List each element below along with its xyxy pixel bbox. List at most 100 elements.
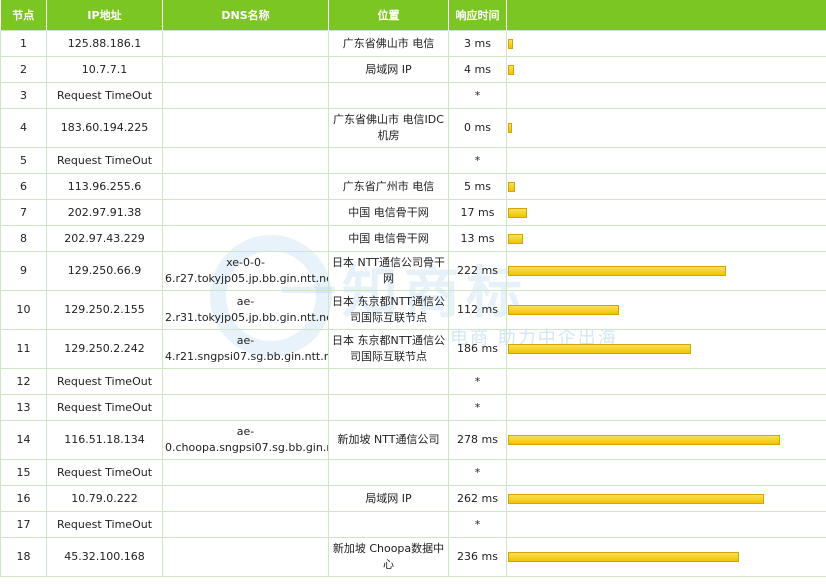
- dns-cell: [162, 485, 329, 512]
- table-row: 9 129.250.66.9 xe-0-0-6.r27.tokyjp05.jp.bb…: [0, 251, 826, 291]
- node-cell: 13: [0, 394, 47, 421]
- bar-cell: [506, 485, 826, 512]
- time-cell: *: [448, 147, 507, 174]
- node-cell: 18: [0, 537, 47, 577]
- ip-cell: 202.97.91.38: [46, 199, 163, 226]
- response-time-bar: [508, 233, 523, 244]
- bar-cell: [506, 56, 826, 83]
- table-row: 18 45.32.100.168 新加坡 Choopa数据中心 236 ms: [0, 537, 826, 577]
- response-time-bar: [508, 266, 726, 276]
- node-cell: 17: [0, 511, 47, 538]
- ip-cell: 113.96.255.6: [46, 173, 163, 200]
- ip-cell: 45.32.100.168: [46, 537, 163, 577]
- table-row: 13 Request TimeOut *: [0, 394, 826, 421]
- table-row: 1 125.88.186.1 广东省佛山市 电信 3 ms: [0, 30, 826, 57]
- dns-cell: [162, 459, 329, 486]
- node-cell: 4: [0, 108, 47, 148]
- dns-cell: [162, 30, 329, 57]
- location-cell: 中国 电信骨干网: [328, 199, 449, 226]
- dns-cell: [162, 394, 329, 421]
- response-time-bar: [508, 305, 619, 315]
- location-cell: [328, 511, 449, 538]
- time-cell: 13 ms: [448, 225, 507, 252]
- table-row: 2 10.7.7.1 局域网 IP 4 ms: [0, 56, 826, 83]
- dns-cell: ae-4.r21.sngpsi07.sg.bb.gin.ntt.net: [162, 329, 329, 369]
- bar-cell: [506, 368, 826, 395]
- table-row: 15 Request TimeOut *: [0, 459, 826, 486]
- time-cell: *: [448, 511, 507, 538]
- bar-cell: [506, 459, 826, 486]
- bar-cell: [506, 329, 826, 369]
- table-row: 8 202.97.43.229 中国 电信骨干网 13 ms: [0, 225, 826, 252]
- table-body: 1 125.88.186.1 广东省佛山市 电信 3 ms 2 10.7.7.1 局域网 I…: [0, 30, 826, 577]
- dns-cell: [162, 173, 329, 200]
- location-cell: 中国 电信骨干网: [328, 225, 449, 252]
- node-cell: 6: [0, 173, 47, 200]
- node-cell: 10: [0, 290, 47, 330]
- time-cell: 236 ms: [448, 537, 507, 577]
- response-time-bar: [508, 123, 512, 133]
- location-cell: [328, 459, 449, 486]
- time-cell: 222 ms: [448, 251, 507, 291]
- bar-cell: [506, 420, 826, 460]
- time-cell: 4 ms: [448, 56, 507, 83]
- dns-cell: [162, 108, 329, 148]
- node-cell: 15: [0, 459, 47, 486]
- node-cell: 8: [0, 225, 47, 252]
- node-cell: 14: [0, 420, 47, 460]
- location-cell: 日本 东京都NTT通信公司国际互联节点: [328, 290, 449, 330]
- header-ip: IP地址: [46, 0, 163, 31]
- bar-cell: [506, 394, 826, 421]
- location-cell: 广东省佛山市 电信: [328, 30, 449, 57]
- ip-cell: Request TimeOut: [46, 459, 163, 486]
- header-bar: [506, 0, 826, 31]
- table-row: 4 183.60.194.225 广东省佛山市 电信IDC机房 0 ms: [0, 108, 826, 148]
- ip-cell: 129.250.2.242: [46, 329, 163, 369]
- dns-cell: [162, 511, 329, 538]
- node-cell: 3: [0, 82, 47, 109]
- location-cell: [328, 368, 449, 395]
- header-node: 节点: [0, 0, 47, 31]
- location-cell: [328, 394, 449, 421]
- ip-cell: 129.250.66.9: [46, 251, 163, 291]
- ip-cell: 10.79.0.222: [46, 485, 163, 512]
- time-cell: *: [448, 82, 507, 109]
- header-dns: DNS名称: [162, 0, 329, 31]
- node-cell: 12: [0, 368, 47, 395]
- response-time-bar: [508, 344, 691, 354]
- bar-cell: [506, 199, 826, 226]
- location-cell: 广东省佛山市 电信IDC机房: [328, 108, 449, 148]
- location-cell: 日本 东京都NTT通信公司国际互联节点: [328, 329, 449, 369]
- table-row: 12 Request TimeOut *: [0, 368, 826, 395]
- bar-cell: [506, 108, 826, 148]
- node-cell: 16: [0, 485, 47, 512]
- time-cell: 5 ms: [448, 173, 507, 200]
- ip-cell: Request TimeOut: [46, 511, 163, 538]
- header-location: 位置: [328, 0, 449, 31]
- table-row: 6 113.96.255.6 广东省广州市 电信 5 ms: [0, 173, 826, 200]
- response-time-bar: [508, 435, 780, 445]
- dns-cell: [162, 82, 329, 109]
- bar-cell: [506, 511, 826, 538]
- table-header-row: 节点 IP地址 DNS名称 位置 响应时间: [0, 0, 826, 31]
- node-cell: 5: [0, 147, 47, 174]
- ip-cell: Request TimeOut: [46, 147, 163, 174]
- location-cell: 新加坡 Choopa数据中心: [328, 537, 449, 577]
- node-cell: 11: [0, 329, 47, 369]
- location-cell: 新加坡 NTT通信公司: [328, 420, 449, 460]
- bar-cell: [506, 225, 826, 252]
- time-cell: *: [448, 394, 507, 421]
- dns-cell: ae-2.r31.tokyjp05.jp.bb.gin.ntt.net: [162, 290, 329, 330]
- time-cell: 186 ms: [448, 329, 507, 369]
- time-cell: 278 ms: [448, 420, 507, 460]
- dns-cell: ae-0.choopa.sngpsi07.sg.bb.gin.ntt.net: [162, 420, 329, 460]
- time-cell: *: [448, 368, 507, 395]
- node-cell: 9: [0, 251, 47, 291]
- bar-cell: [506, 290, 826, 330]
- dns-cell: [162, 537, 329, 577]
- header-response-time: 响应时间: [448, 0, 507, 31]
- ip-cell: Request TimeOut: [46, 368, 163, 395]
- response-time-bar: [508, 38, 513, 49]
- response-time-bar: [508, 552, 739, 562]
- location-cell: 局域网 IP: [328, 56, 449, 83]
